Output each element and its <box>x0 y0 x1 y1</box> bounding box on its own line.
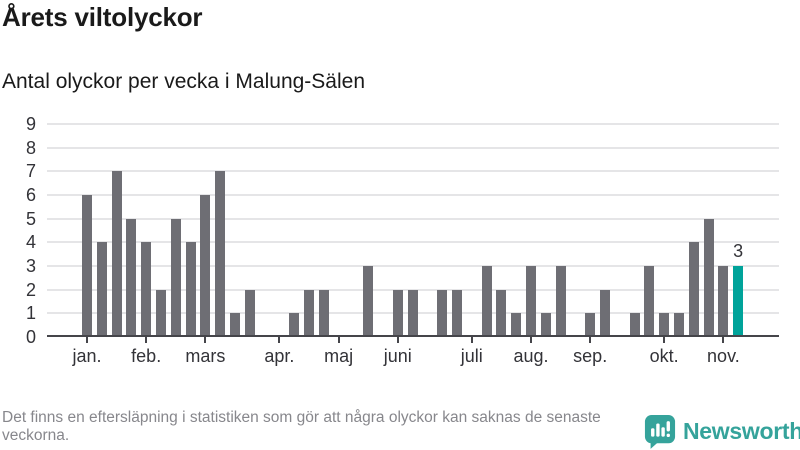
y-axis-label-0: 0 <box>25 327 36 347</box>
footnote: Det finns en eftersläpning i statistiken… <box>2 409 601 444</box>
bar-week-32 <box>540 313 551 337</box>
x-tick-juli <box>470 337 473 343</box>
bar-week-20 <box>363 266 374 337</box>
bar-week-25 <box>437 289 448 337</box>
bar-week-29 <box>496 289 507 337</box>
bar-week-7 <box>170 218 181 337</box>
bar-week-26 <box>452 289 462 337</box>
x-tick-sep <box>589 337 592 343</box>
x-tick-feb <box>145 337 148 343</box>
bar-week-17 <box>318 289 329 337</box>
bar-week-36 <box>600 289 610 337</box>
y-axis-label-7: 7 <box>25 161 36 182</box>
y-axis-label-2: 2 <box>25 279 36 300</box>
gridline-4 <box>47 241 779 244</box>
x-label-maj: maj <box>324 346 354 366</box>
brand-name: Newsworthy <box>683 417 800 444</box>
x-label-juli: juli <box>460 346 483 366</box>
bar-week-41 <box>674 313 684 337</box>
gridline-6 <box>47 194 779 197</box>
x-tick-mars <box>204 337 207 343</box>
y-axis-label-3: 3 <box>25 256 36 277</box>
x-label-juni: juni <box>383 346 412 366</box>
gridline-7 <box>47 170 779 173</box>
x-label-aug: aug. <box>513 346 549 366</box>
x-tick-nov <box>722 337 725 343</box>
x-label-apr: apr. <box>264 346 295 366</box>
bar-week-15 <box>289 313 300 337</box>
bar-week-10 <box>215 171 226 337</box>
bar-week-16 <box>304 289 314 337</box>
x-label-okt: okt. <box>649 346 679 366</box>
bar-week-8 <box>185 242 196 337</box>
x-axis-line <box>47 335 779 337</box>
y-axis-label-6: 6 <box>25 185 36 206</box>
bar-week-42 <box>688 242 699 337</box>
bar-week-39 <box>644 266 655 337</box>
highlighted-bar-week-45 <box>733 266 744 337</box>
chart-title: Årets viltolyckor <box>2 2 203 32</box>
bar-week-38 <box>629 313 640 337</box>
bar-week-23 <box>407 289 418 337</box>
bar-week-43 <box>703 218 714 337</box>
bar-week-12 <box>244 289 255 337</box>
x-tick-maj <box>337 337 340 343</box>
bar-week-2 <box>96 242 107 337</box>
bar-week-1 <box>82 195 92 337</box>
bar-week-22 <box>392 289 403 337</box>
x-label-feb: feb. <box>131 346 162 366</box>
x-tick-jan <box>86 337 88 343</box>
newsworthy-logo: Newsworthy <box>644 413 800 449</box>
bar-week-4 <box>126 218 137 337</box>
bar-week-44 <box>718 266 729 337</box>
y-axis-label-8: 8 <box>25 137 36 158</box>
bar-week-5 <box>141 242 152 337</box>
last-bar-value-label: 3 <box>733 241 744 261</box>
bar-week-9 <box>200 195 211 337</box>
x-label-jan: jan. <box>72 346 102 366</box>
gridline-5 <box>47 217 779 220</box>
bar-week-11 <box>230 313 240 337</box>
y-axis-label-5: 5 <box>25 208 36 229</box>
x-label-nov: nov. <box>707 346 740 366</box>
newsworthy-bubble-chart-icon <box>644 414 676 449</box>
chart-subtitle: Antal olyckor per vecka i Malung-Sälen <box>2 70 366 93</box>
x-tick-juni <box>396 337 399 343</box>
y-axis-label-9: 9 <box>25 114 36 135</box>
gridline-3 <box>47 265 779 268</box>
bar-week-40 <box>659 313 670 337</box>
bar-week-28 <box>481 266 492 337</box>
x-label-mars: mars <box>185 346 226 366</box>
gridline-8 <box>47 146 779 149</box>
x-tick-okt <box>663 337 666 343</box>
x-tick-apr <box>278 337 281 343</box>
bar-week-3 <box>111 171 122 337</box>
gridline-2 <box>47 288 779 291</box>
bar-week-33 <box>555 266 566 337</box>
bar-week-35 <box>585 313 596 337</box>
bar-week-6 <box>156 289 166 337</box>
y-axis-label-4: 4 <box>25 232 36 253</box>
gridline-9 <box>47 123 779 126</box>
y-axis-label-1: 1 <box>25 303 36 324</box>
bar-week-30 <box>511 313 522 337</box>
bar-week-31 <box>526 266 536 337</box>
x-label-sep: sep. <box>573 346 608 366</box>
x-tick-aug <box>530 337 532 343</box>
